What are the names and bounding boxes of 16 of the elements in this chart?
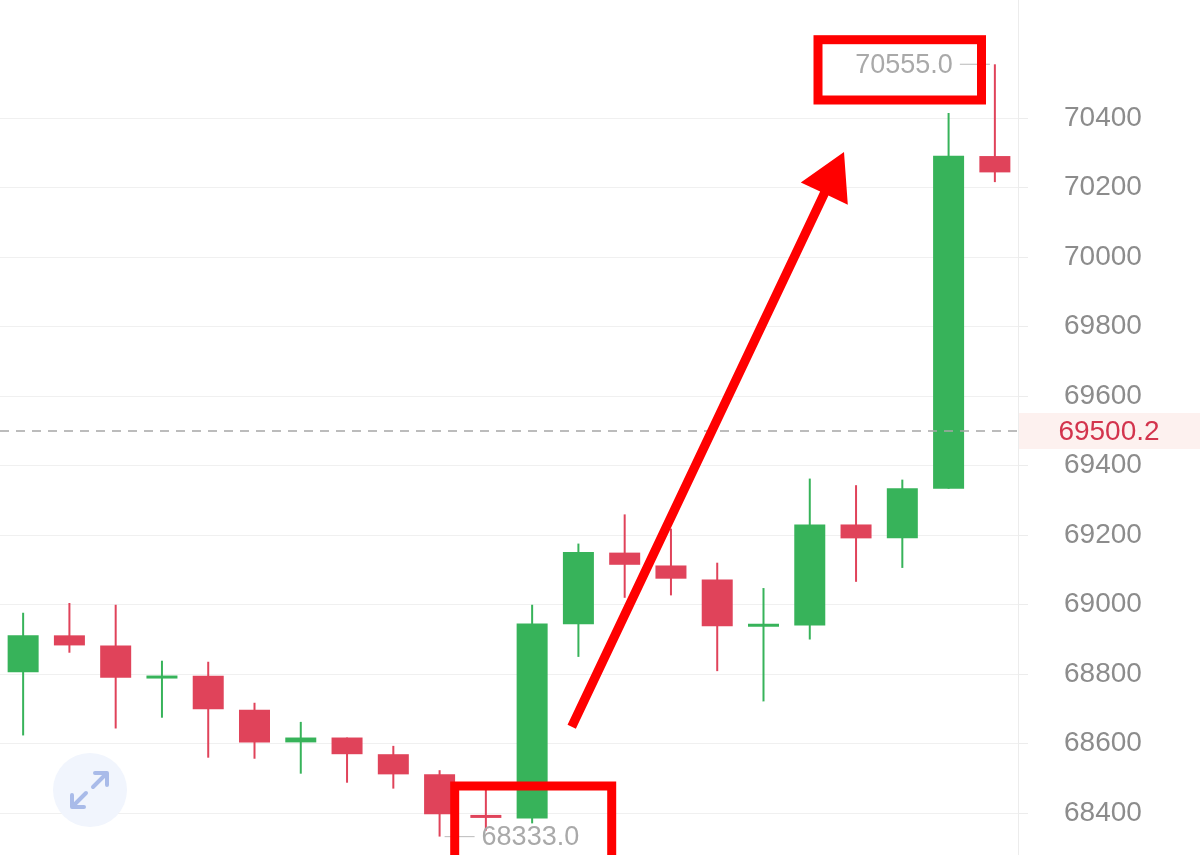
y-tick-label: 69400: [1064, 448, 1142, 480]
annotation: 68333.0: [481, 821, 580, 852]
candlestick: [146, 660, 178, 718]
y-tick-label: 69600: [1064, 378, 1142, 410]
y-tick-label: 69800: [1064, 309, 1142, 341]
ref-line-label: 69500.2: [1058, 414, 1160, 446]
y-tick-label: 70000: [1064, 239, 1142, 271]
y-tick-label: 68800: [1064, 656, 1142, 688]
y-tick-label: 70200: [1064, 170, 1142, 202]
y-tick-label: 69000: [1064, 587, 1142, 619]
y-tick-label: 69200: [1064, 517, 1142, 549]
y-tick-label: 68600: [1064, 726, 1142, 758]
annotation: 70555.0: [855, 48, 953, 79]
candlestick: [748, 588, 779, 702]
y-tick-label: 70400: [1064, 100, 1142, 132]
y-tick-label: 68400: [1064, 796, 1142, 828]
